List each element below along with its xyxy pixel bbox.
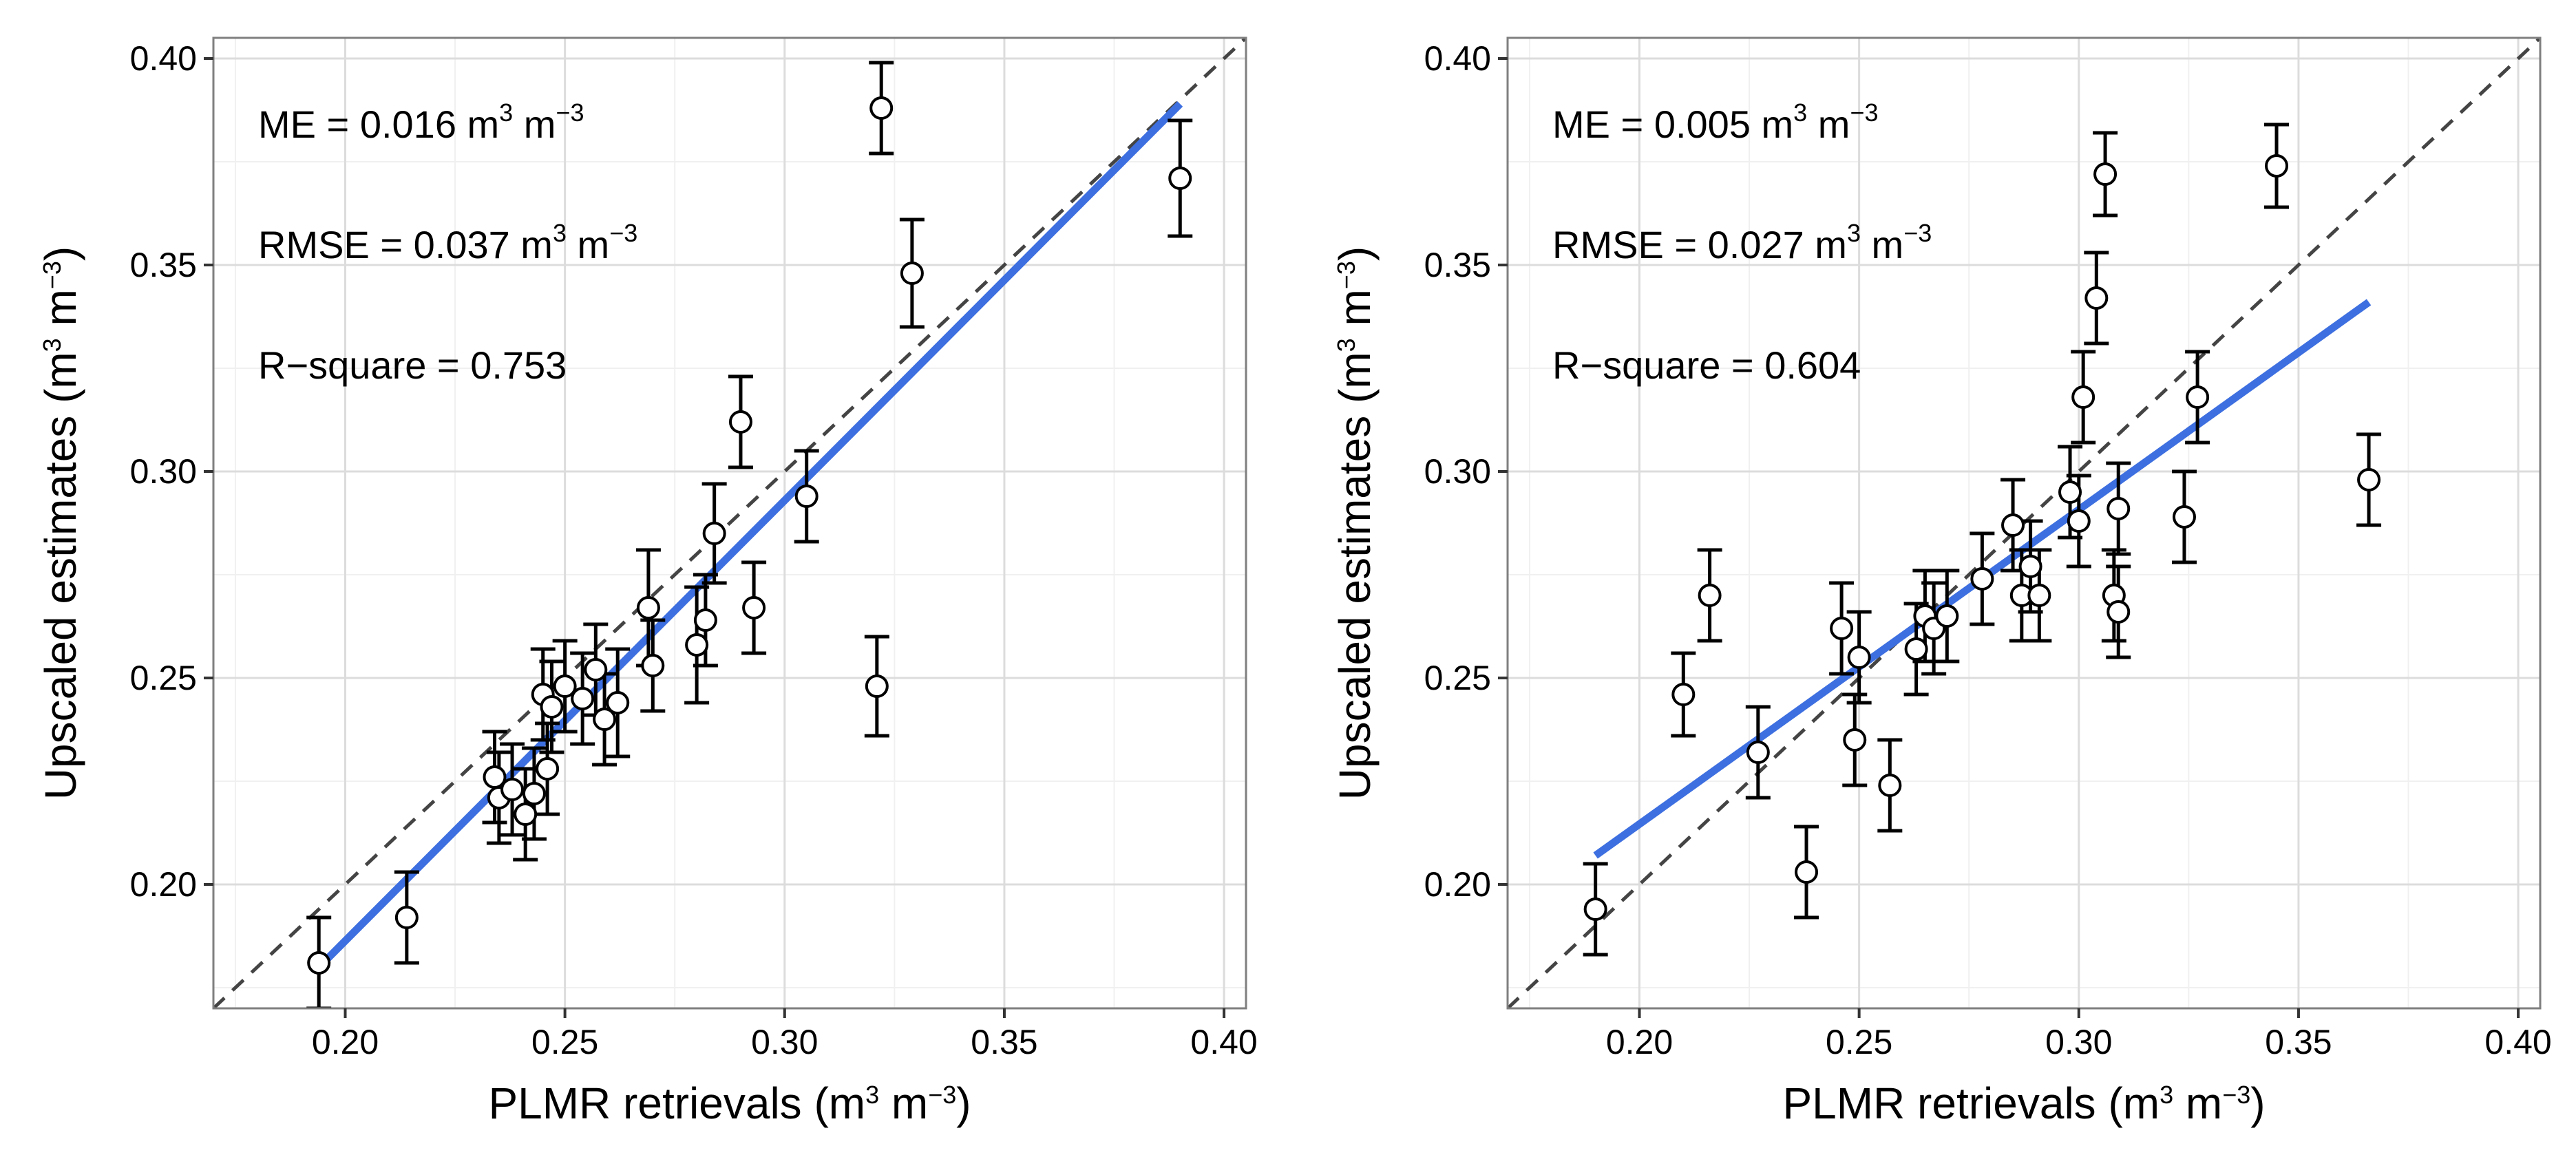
data-point [1843,728,1867,752]
data-point [1878,774,1902,797]
x-tick-label: 0.30 [751,1023,818,1061]
data-point [1671,683,1696,706]
x-tick-label: 0.35 [2265,1023,2332,1061]
panel-border [1506,36,2542,1010]
data-point [307,951,331,975]
data-point [900,262,924,285]
data-point [2084,286,2109,310]
x-tick-label: 0.25 [1826,1023,1892,1061]
data-point [2172,505,2196,529]
data-point [2186,385,2210,409]
data-point [536,757,560,781]
panel-border [212,36,1247,1010]
data-point [2265,154,2289,178]
x-tick-label: 0.40 [1190,1023,1257,1061]
data-point [2107,497,2131,520]
data-point [1904,637,1928,661]
data-point [553,675,577,698]
x-tick-label: 0.20 [1606,1023,1673,1061]
x-tick-label: 0.25 [531,1023,598,1061]
y-tick-label: 0.25 [130,659,197,697]
right-scatter-panel: 0.20 0.25 0.30 0.35 0.40 0.20 0.25 0.30 0.35 0.40… [1330,36,2552,1128]
data-point [522,782,546,805]
x-tick-label: 0.20 [312,1023,379,1061]
left-scatter-panel: 0.20 0.25 0.30 0.35 0.40 0.20 0.25 0.30 0.35 0.40… [36,36,1258,1128]
data-point [584,658,608,681]
data-point [1795,860,1819,884]
data-point [2001,513,2025,537]
y-tick-label: 0.35 [130,246,197,284]
data-point [500,778,525,801]
data-point [693,608,717,632]
x-axis-title: PLMR retrievals (m3 m−3) [1782,1079,2265,1128]
data-point [1970,567,1994,591]
data-point [728,410,752,434]
stats-annotation: ME = 0.016 m3 m−3 [258,98,584,146]
data-point [869,96,894,120]
stats-annotation: R−square = 0.753 [258,343,567,387]
y-axis-title: Upscaled estimates (m3 m−3) [1330,246,1380,800]
y-tick-label: 0.20 [130,865,197,904]
data-point [702,522,726,545]
data-point [1830,617,1854,640]
stats-annotation: RMSE = 0.027 m3 m−3 [1552,219,1932,266]
data-point [1583,898,1607,921]
y-tick-label: 0.30 [130,452,197,491]
data-point [593,708,617,731]
data-point [2067,509,2091,533]
y-tick-label: 0.20 [1424,865,1491,904]
data-point [2018,555,2042,578]
stats-annotation: RMSE = 0.037 m3 m−3 [258,219,637,266]
y-tick-label: 0.35 [1424,246,1491,284]
data-point [742,596,766,619]
data-point [865,675,889,698]
stats-annotation: R−square = 0.604 [1552,343,1861,387]
regression-line [320,101,1183,966]
stats-annotation: ME = 0.005 m3 m−3 [1552,98,1878,146]
data-point [2071,385,2095,409]
y-tick-label: 0.25 [1424,659,1491,697]
plot-area [1508,38,2540,1008]
data-point [2107,600,2131,624]
data-point [394,906,419,929]
y-tick-label: 0.40 [130,39,197,78]
y-tick-label: 0.30 [1424,452,1491,491]
data-point [571,687,595,710]
x-tick-label: 0.35 [971,1023,1037,1061]
data-point [1847,646,1871,669]
data-point [514,803,538,826]
data-point [2357,468,2381,491]
plot-area [213,38,1246,1008]
data-point [641,654,665,677]
data-point [1746,741,1770,764]
y-axis-title: Upscaled estimates (m3 m−3) [36,246,85,800]
y-tick-label: 0.40 [1424,39,1491,78]
data-point [636,596,660,619]
x-axis-title: PLMR retrievals (m3 m−3) [488,1079,971,1128]
x-tick-label: 0.30 [2045,1023,2112,1061]
data-point [1935,604,1959,628]
data-point [540,695,564,719]
data-point [2027,584,2051,607]
data-point [1168,167,1192,190]
data-point [2058,480,2082,504]
one-to-one-reference-line [213,38,1246,1008]
data-point [794,485,819,508]
data-point [606,691,630,714]
data-point [2093,162,2118,186]
x-tick-label: 0.40 [2484,1023,2551,1061]
data-point [1698,584,1722,607]
data-point [685,633,709,657]
